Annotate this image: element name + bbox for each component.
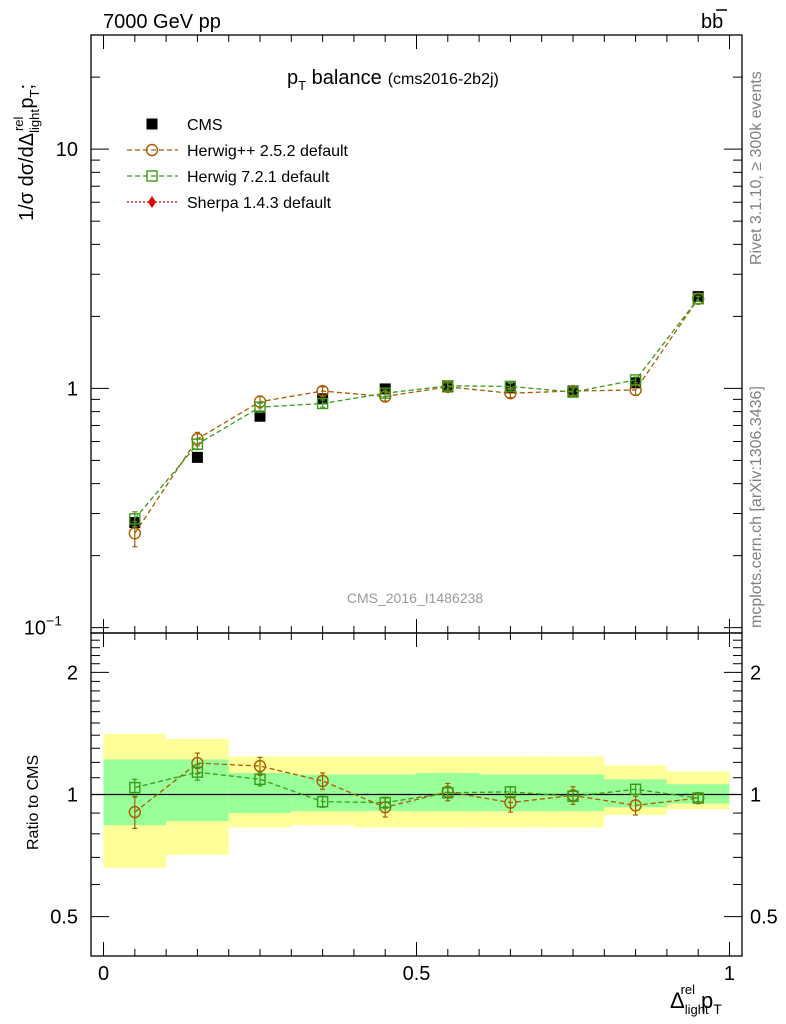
- ratio-point: [692, 792, 704, 804]
- x-tick-label: 1: [724, 963, 735, 985]
- upper-line: [134, 298, 699, 534]
- upper-point: [191, 451, 203, 463]
- x-axis-label: Δlightrel pT: [670, 982, 722, 1017]
- rivet-label: Rivet 3.1.10, ≥ 300k events: [748, 71, 765, 265]
- x-tick-label: 0: [98, 963, 109, 985]
- upper-point: [504, 380, 517, 393]
- ratio-point: [567, 790, 579, 802]
- header-left: 7000 GeV pp: [103, 11, 221, 33]
- upper-line: [134, 298, 699, 520]
- upper-point: [379, 387, 391, 399]
- ratio-point: [254, 773, 266, 786]
- legend-marker: [145, 143, 159, 157]
- upper-point: [567, 386, 579, 398]
- ratio-point: [629, 783, 642, 795]
- ratio-point: [442, 787, 454, 799]
- y-tick-label-right: 1: [750, 785, 761, 807]
- ratio-point: [316, 774, 329, 788]
- legend-label: Herwig++ 2.5.2 default: [187, 143, 349, 160]
- mcplots-label: mcplots.cern.ch [arXiv:1306.3436]: [748, 386, 765, 628]
- upper-point: [128, 527, 142, 540]
- legend-label: Sherpa 1.4.3 default: [187, 195, 332, 212]
- y-tick-label: 1: [67, 378, 78, 400]
- ratio-uncertainty-bands: [91, 733, 742, 868]
- upper-point: [191, 438, 204, 450]
- y-tick-label: 10: [56, 139, 78, 161]
- data-marks: [128, 291, 705, 830]
- ratio-point: [629, 799, 642, 812]
- y-tick-label: 0.5: [50, 907, 78, 929]
- upper-y-axis-label: 1/σ dσ/dΔlightrelpT;: [11, 84, 42, 221]
- ratio-line: [134, 771, 699, 804]
- y-tick-label: 2: [67, 662, 78, 684]
- header-right: bb: [701, 9, 727, 33]
- ratio-point: [504, 786, 517, 798]
- upper-point: [254, 410, 266, 422]
- upper-point: [254, 401, 266, 413]
- y-tick-label: 1: [67, 785, 78, 807]
- upper-point: [316, 397, 329, 410]
- legend-label: Herwig 7.2.1 default: [187, 169, 330, 186]
- bbar-char: b: [712, 11, 723, 33]
- legend-marker: [146, 170, 158, 182]
- chart-title: pT balance (cms2016-2b2j): [287, 67, 499, 93]
- upper-point: [129, 513, 141, 525]
- y-tick-label-right: 2: [750, 662, 761, 684]
- upper-point: [379, 383, 391, 395]
- y-tick-label-right: 0.5: [750, 907, 778, 929]
- upper-point: [316, 384, 329, 398]
- ratio-point: [191, 766, 204, 778]
- legend-marker: [148, 196, 156, 208]
- ratio-line: [134, 762, 699, 813]
- ratio-y-axis-label: Ratio to CMS: [25, 755, 42, 850]
- legend: CMS Herwig++ 2.5.2 default Herwig 7.2.1 de…: [127, 117, 349, 212]
- legend-marker: [146, 118, 158, 130]
- ratio-point: [128, 805, 142, 819]
- x-tick-label: 0.5: [403, 963, 431, 985]
- y-tick-label: 10−1: [24, 613, 62, 640]
- ratio-point: [379, 796, 391, 809]
- svg-text:bb: bb: [701, 11, 723, 33]
- upper-point: [629, 374, 642, 386]
- ratio-point: [316, 795, 329, 808]
- upper-point: [442, 380, 454, 392]
- axis-ticks: 0 0.5 1 10−1 1 10 0.5 0.5 1 1 2 2: [24, 34, 778, 985]
- ratio-point: [129, 781, 141, 794]
- analysis-watermark: CMS_2016_I1486238: [347, 590, 483, 606]
- ratio-point: [253, 759, 267, 773]
- legend-label: CMS: [187, 117, 223, 134]
- upper-point: [692, 293, 704, 305]
